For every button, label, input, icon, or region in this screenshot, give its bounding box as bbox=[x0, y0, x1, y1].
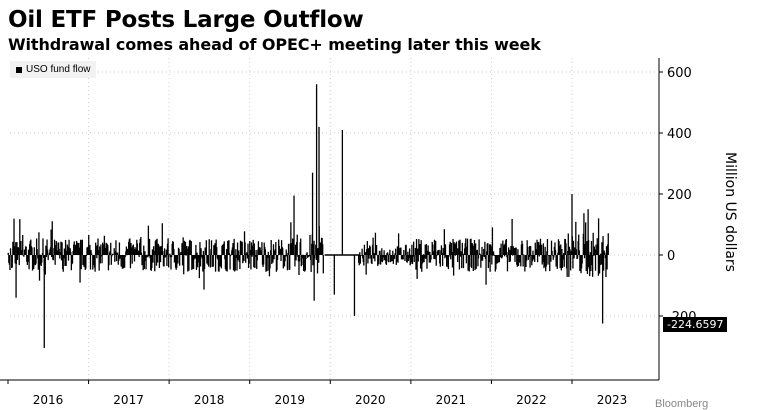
x-tick-label: 2018 bbox=[194, 393, 225, 407]
legend-label: USO fund flow bbox=[26, 64, 91, 75]
y-axis-label: Million US dollars bbox=[722, 152, 738, 272]
x-tick-label: 2019 bbox=[274, 393, 305, 407]
y-tick-label: 600 bbox=[667, 66, 692, 81]
legend-swatch bbox=[16, 66, 22, 73]
x-tick-label: 2022 bbox=[516, 393, 547, 407]
chart-title: Oil ETF Posts Large Outflow bbox=[8, 7, 364, 33]
x-tick-label: 2023 bbox=[597, 393, 628, 407]
credit: Bloomberg bbox=[655, 398, 709, 410]
chart-subtitle: Withdrawal comes ahead of OPEC+ meeting … bbox=[8, 35, 541, 54]
x-tick-label: 2020 bbox=[355, 393, 386, 407]
y-tick-label: 400 bbox=[667, 127, 692, 142]
x-tick-label: 2016 bbox=[33, 393, 64, 407]
x-tick-label: 2021 bbox=[436, 393, 467, 407]
x-tick-label: 2017 bbox=[113, 393, 144, 407]
y-tick-label: 0 bbox=[667, 249, 675, 264]
legend: USO fund flow bbox=[10, 61, 97, 78]
y-tick-label: 200 bbox=[667, 188, 692, 203]
last-value-label: -224.6597 bbox=[663, 317, 728, 332]
